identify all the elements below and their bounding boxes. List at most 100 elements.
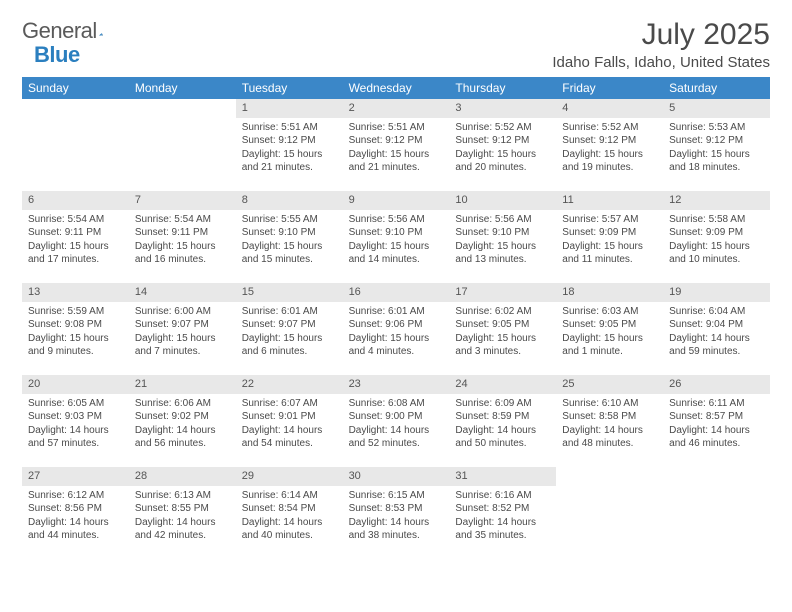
page-header: General July 2025 Idaho Falls, Idaho, Un… (22, 18, 770, 71)
day-details: Sunrise: 5:57 AMSunset: 9:09 PMDaylight:… (556, 210, 663, 270)
day-details: Sunrise: 6:10 AMSunset: 8:58 PMDaylight:… (556, 394, 663, 454)
day-number: 5 (663, 99, 770, 118)
day-details: Sunrise: 6:12 AMSunset: 8:56 PMDaylight:… (22, 486, 129, 546)
day-details: Sunrise: 6:08 AMSunset: 9:00 PMDaylight:… (343, 394, 450, 454)
day-number: 30 (343, 467, 450, 486)
day-number: 14 (129, 283, 236, 302)
calendar-cell: 18Sunrise: 6:03 AMSunset: 9:05 PMDayligh… (556, 283, 663, 375)
day-details: Sunrise: 6:07 AMSunset: 9:01 PMDaylight:… (236, 394, 343, 454)
day-details: Sunrise: 5:52 AMSunset: 9:12 PMDaylight:… (449, 118, 556, 178)
day-details: Sunrise: 6:01 AMSunset: 9:06 PMDaylight:… (343, 302, 450, 362)
calendar-cell: 11Sunrise: 5:57 AMSunset: 9:09 PMDayligh… (556, 191, 663, 283)
weekday-thursday: Thursday (449, 77, 556, 99)
day-details: Sunrise: 6:00 AMSunset: 9:07 PMDaylight:… (129, 302, 236, 362)
calendar-cell: 20Sunrise: 6:05 AMSunset: 9:03 PMDayligh… (22, 375, 129, 467)
calendar-body: 1Sunrise: 5:51 AMSunset: 9:12 PMDaylight… (22, 99, 770, 559)
day-details: Sunrise: 6:14 AMSunset: 8:54 PMDaylight:… (236, 486, 343, 546)
day-details: Sunrise: 5:53 AMSunset: 9:12 PMDaylight:… (663, 118, 770, 178)
day-number: 21 (129, 375, 236, 394)
calendar-cell: 2Sunrise: 5:51 AMSunset: 9:12 PMDaylight… (343, 99, 450, 191)
calendar-cell: 12Sunrise: 5:58 AMSunset: 9:09 PMDayligh… (663, 191, 770, 283)
day-details: Sunrise: 6:01 AMSunset: 9:07 PMDaylight:… (236, 302, 343, 362)
day-number: 12 (663, 191, 770, 210)
calendar-cell: 29Sunrise: 6:14 AMSunset: 8:54 PMDayligh… (236, 467, 343, 559)
calendar-cell: 26Sunrise: 6:11 AMSunset: 8:57 PMDayligh… (663, 375, 770, 467)
day-number: 4 (556, 99, 663, 118)
day-number: 9 (343, 191, 450, 210)
weekday-sunday: Sunday (22, 77, 129, 99)
calendar-cell: 17Sunrise: 6:02 AMSunset: 9:05 PMDayligh… (449, 283, 556, 375)
day-details: Sunrise: 6:16 AMSunset: 8:52 PMDaylight:… (449, 486, 556, 546)
calendar-cell: 1Sunrise: 5:51 AMSunset: 9:12 PMDaylight… (236, 99, 343, 191)
day-details: Sunrise: 5:54 AMSunset: 9:11 PMDaylight:… (129, 210, 236, 270)
day-details: Sunrise: 6:05 AMSunset: 9:03 PMDaylight:… (22, 394, 129, 454)
day-number: 26 (663, 375, 770, 394)
day-number: 18 (556, 283, 663, 302)
weekday-wednesday: Wednesday (343, 77, 450, 99)
weekday-friday: Friday (556, 77, 663, 99)
calendar-cell: 13Sunrise: 5:59 AMSunset: 9:08 PMDayligh… (22, 283, 129, 375)
calendar-cell: 25Sunrise: 6:10 AMSunset: 8:58 PMDayligh… (556, 375, 663, 467)
day-details: Sunrise: 6:15 AMSunset: 8:53 PMDaylight:… (343, 486, 450, 546)
day-number: 19 (663, 283, 770, 302)
day-number: 13 (22, 283, 129, 302)
day-number: 8 (236, 191, 343, 210)
day-details: Sunrise: 5:51 AMSunset: 9:12 PMDaylight:… (343, 118, 450, 178)
calendar-cell: 27Sunrise: 6:12 AMSunset: 8:56 PMDayligh… (22, 467, 129, 559)
weekday-tuesday: Tuesday (236, 77, 343, 99)
day-number: 2 (343, 99, 450, 118)
calendar-cell: 6Sunrise: 5:54 AMSunset: 9:11 PMDaylight… (22, 191, 129, 283)
calendar-cell: 7Sunrise: 5:54 AMSunset: 9:11 PMDaylight… (129, 191, 236, 283)
day-details: Sunrise: 5:56 AMSunset: 9:10 PMDaylight:… (343, 210, 450, 270)
calendar-cell: 14Sunrise: 6:00 AMSunset: 9:07 PMDayligh… (129, 283, 236, 375)
location-text: Idaho Falls, Idaho, United States (552, 54, 770, 71)
calendar-cell: 15Sunrise: 6:01 AMSunset: 9:07 PMDayligh… (236, 283, 343, 375)
day-number: 3 (449, 99, 556, 118)
day-number: 20 (22, 375, 129, 394)
logo-text-a: General (22, 18, 97, 44)
weekday-monday: Monday (129, 77, 236, 99)
day-number: 15 (236, 283, 343, 302)
day-number: 29 (236, 467, 343, 486)
calendar-weekday-header: SundayMondayTuesdayWednesdayThursdayFrid… (22, 77, 770, 99)
day-number: 10 (449, 191, 556, 210)
calendar-cell: 30Sunrise: 6:15 AMSunset: 8:53 PMDayligh… (343, 467, 450, 559)
calendar-cell: 28Sunrise: 6:13 AMSunset: 8:55 PMDayligh… (129, 467, 236, 559)
day-number: 1 (236, 99, 343, 118)
calendar-cell: 5Sunrise: 5:53 AMSunset: 9:12 PMDaylight… (663, 99, 770, 191)
day-number: 11 (556, 191, 663, 210)
day-number: 17 (449, 283, 556, 302)
day-number: 6 (22, 191, 129, 210)
day-details: Sunrise: 5:58 AMSunset: 9:09 PMDaylight:… (663, 210, 770, 270)
calendar-cell: 19Sunrise: 6:04 AMSunset: 9:04 PMDayligh… (663, 283, 770, 375)
calendar-cell: 16Sunrise: 6:01 AMSunset: 9:06 PMDayligh… (343, 283, 450, 375)
day-number: 16 (343, 283, 450, 302)
day-number: 23 (343, 375, 450, 394)
calendar-cell: 4Sunrise: 5:52 AMSunset: 9:12 PMDaylight… (556, 99, 663, 191)
logo-sail-icon (99, 23, 103, 39)
day-details: Sunrise: 5:51 AMSunset: 9:12 PMDaylight:… (236, 118, 343, 178)
day-number: 28 (129, 467, 236, 486)
calendar-cell: 8Sunrise: 5:55 AMSunset: 9:10 PMDaylight… (236, 191, 343, 283)
day-number: 22 (236, 375, 343, 394)
logo-subtext: Blue (34, 42, 80, 68)
day-number: 31 (449, 467, 556, 486)
day-details: Sunrise: 6:04 AMSunset: 9:04 PMDaylight:… (663, 302, 770, 362)
day-details: Sunrise: 5:59 AMSunset: 9:08 PMDaylight:… (22, 302, 129, 362)
day-details: Sunrise: 6:03 AMSunset: 9:05 PMDaylight:… (556, 302, 663, 362)
day-details: Sunrise: 6:02 AMSunset: 9:05 PMDaylight:… (449, 302, 556, 362)
calendar-cell: 23Sunrise: 6:08 AMSunset: 9:00 PMDayligh… (343, 375, 450, 467)
calendar-cell: 31Sunrise: 6:16 AMSunset: 8:52 PMDayligh… (449, 467, 556, 559)
day-number: 25 (556, 375, 663, 394)
logo: General (22, 18, 123, 44)
title-block: July 2025 Idaho Falls, Idaho, United Sta… (552, 18, 770, 71)
calendar-cell: 21Sunrise: 6:06 AMSunset: 9:02 PMDayligh… (129, 375, 236, 467)
day-details: Sunrise: 5:55 AMSunset: 9:10 PMDaylight:… (236, 210, 343, 270)
day-number: 27 (22, 467, 129, 486)
day-details: Sunrise: 5:54 AMSunset: 9:11 PMDaylight:… (22, 210, 129, 270)
calendar-cell: 22Sunrise: 6:07 AMSunset: 9:01 PMDayligh… (236, 375, 343, 467)
day-details: Sunrise: 6:13 AMSunset: 8:55 PMDaylight:… (129, 486, 236, 546)
day-details: Sunrise: 5:56 AMSunset: 9:10 PMDaylight:… (449, 210, 556, 270)
day-details: Sunrise: 6:11 AMSunset: 8:57 PMDaylight:… (663, 394, 770, 454)
calendar-cell: 3Sunrise: 5:52 AMSunset: 9:12 PMDaylight… (449, 99, 556, 191)
